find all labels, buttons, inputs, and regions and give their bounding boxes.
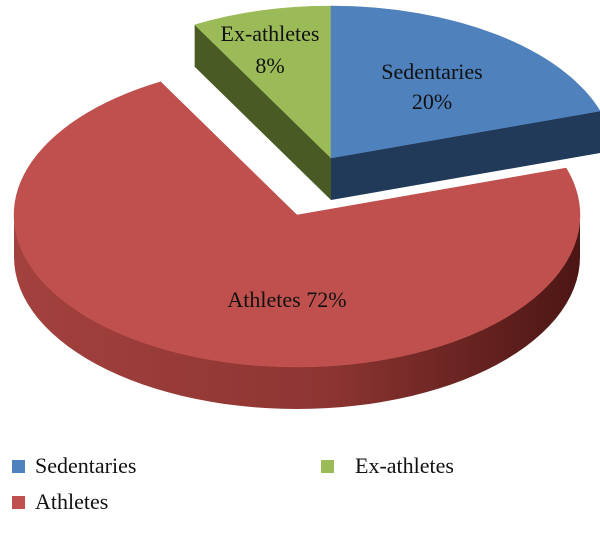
legend-label-ex-athletes: Ex-athletes xyxy=(355,453,454,478)
slice-wall-sedentaries xyxy=(331,111,600,200)
slice-top-sedentaries xyxy=(330,5,600,159)
slice-athletes xyxy=(13,81,581,409)
label-sedentaries-line-2: 20% xyxy=(412,89,452,114)
slice-ex-athletes xyxy=(194,5,332,200)
slice-wall-ex-athletes xyxy=(194,24,331,200)
legend-item-ex-athletes: Ex-athletes xyxy=(321,453,454,478)
label-ex-athletes-line-2: 8% xyxy=(255,53,284,78)
slice-side-athletes xyxy=(14,215,580,409)
legend-label-athletes: Athletes xyxy=(35,489,108,514)
legend-swatch-ex-athletes xyxy=(321,460,334,473)
label-ex-athletes-line-1: Ex-athletes xyxy=(221,21,320,46)
slice-top-athletes xyxy=(13,81,581,368)
label-sedentaries-line-1: Sedentaries xyxy=(381,59,482,84)
legend-item-athletes: Athletes xyxy=(12,489,108,514)
slices-layer xyxy=(13,5,600,409)
slice-top-ex-athletes xyxy=(194,5,332,159)
legend-swatch-sedentaries xyxy=(12,460,25,473)
labels-layer: Sedentaries 20% Ex-athletes 8% Athletes 72% xyxy=(221,21,483,312)
legend: Sedentaries Ex-athletes Athletes xyxy=(12,453,454,514)
legend-label-sedentaries: Sedentaries xyxy=(35,453,136,478)
label-athletes: Athletes 72% xyxy=(227,287,346,312)
legend-swatch-athletes xyxy=(12,496,25,509)
legend-item-sedentaries: Sedentaries xyxy=(12,453,136,478)
slice-sedentaries xyxy=(330,5,600,200)
